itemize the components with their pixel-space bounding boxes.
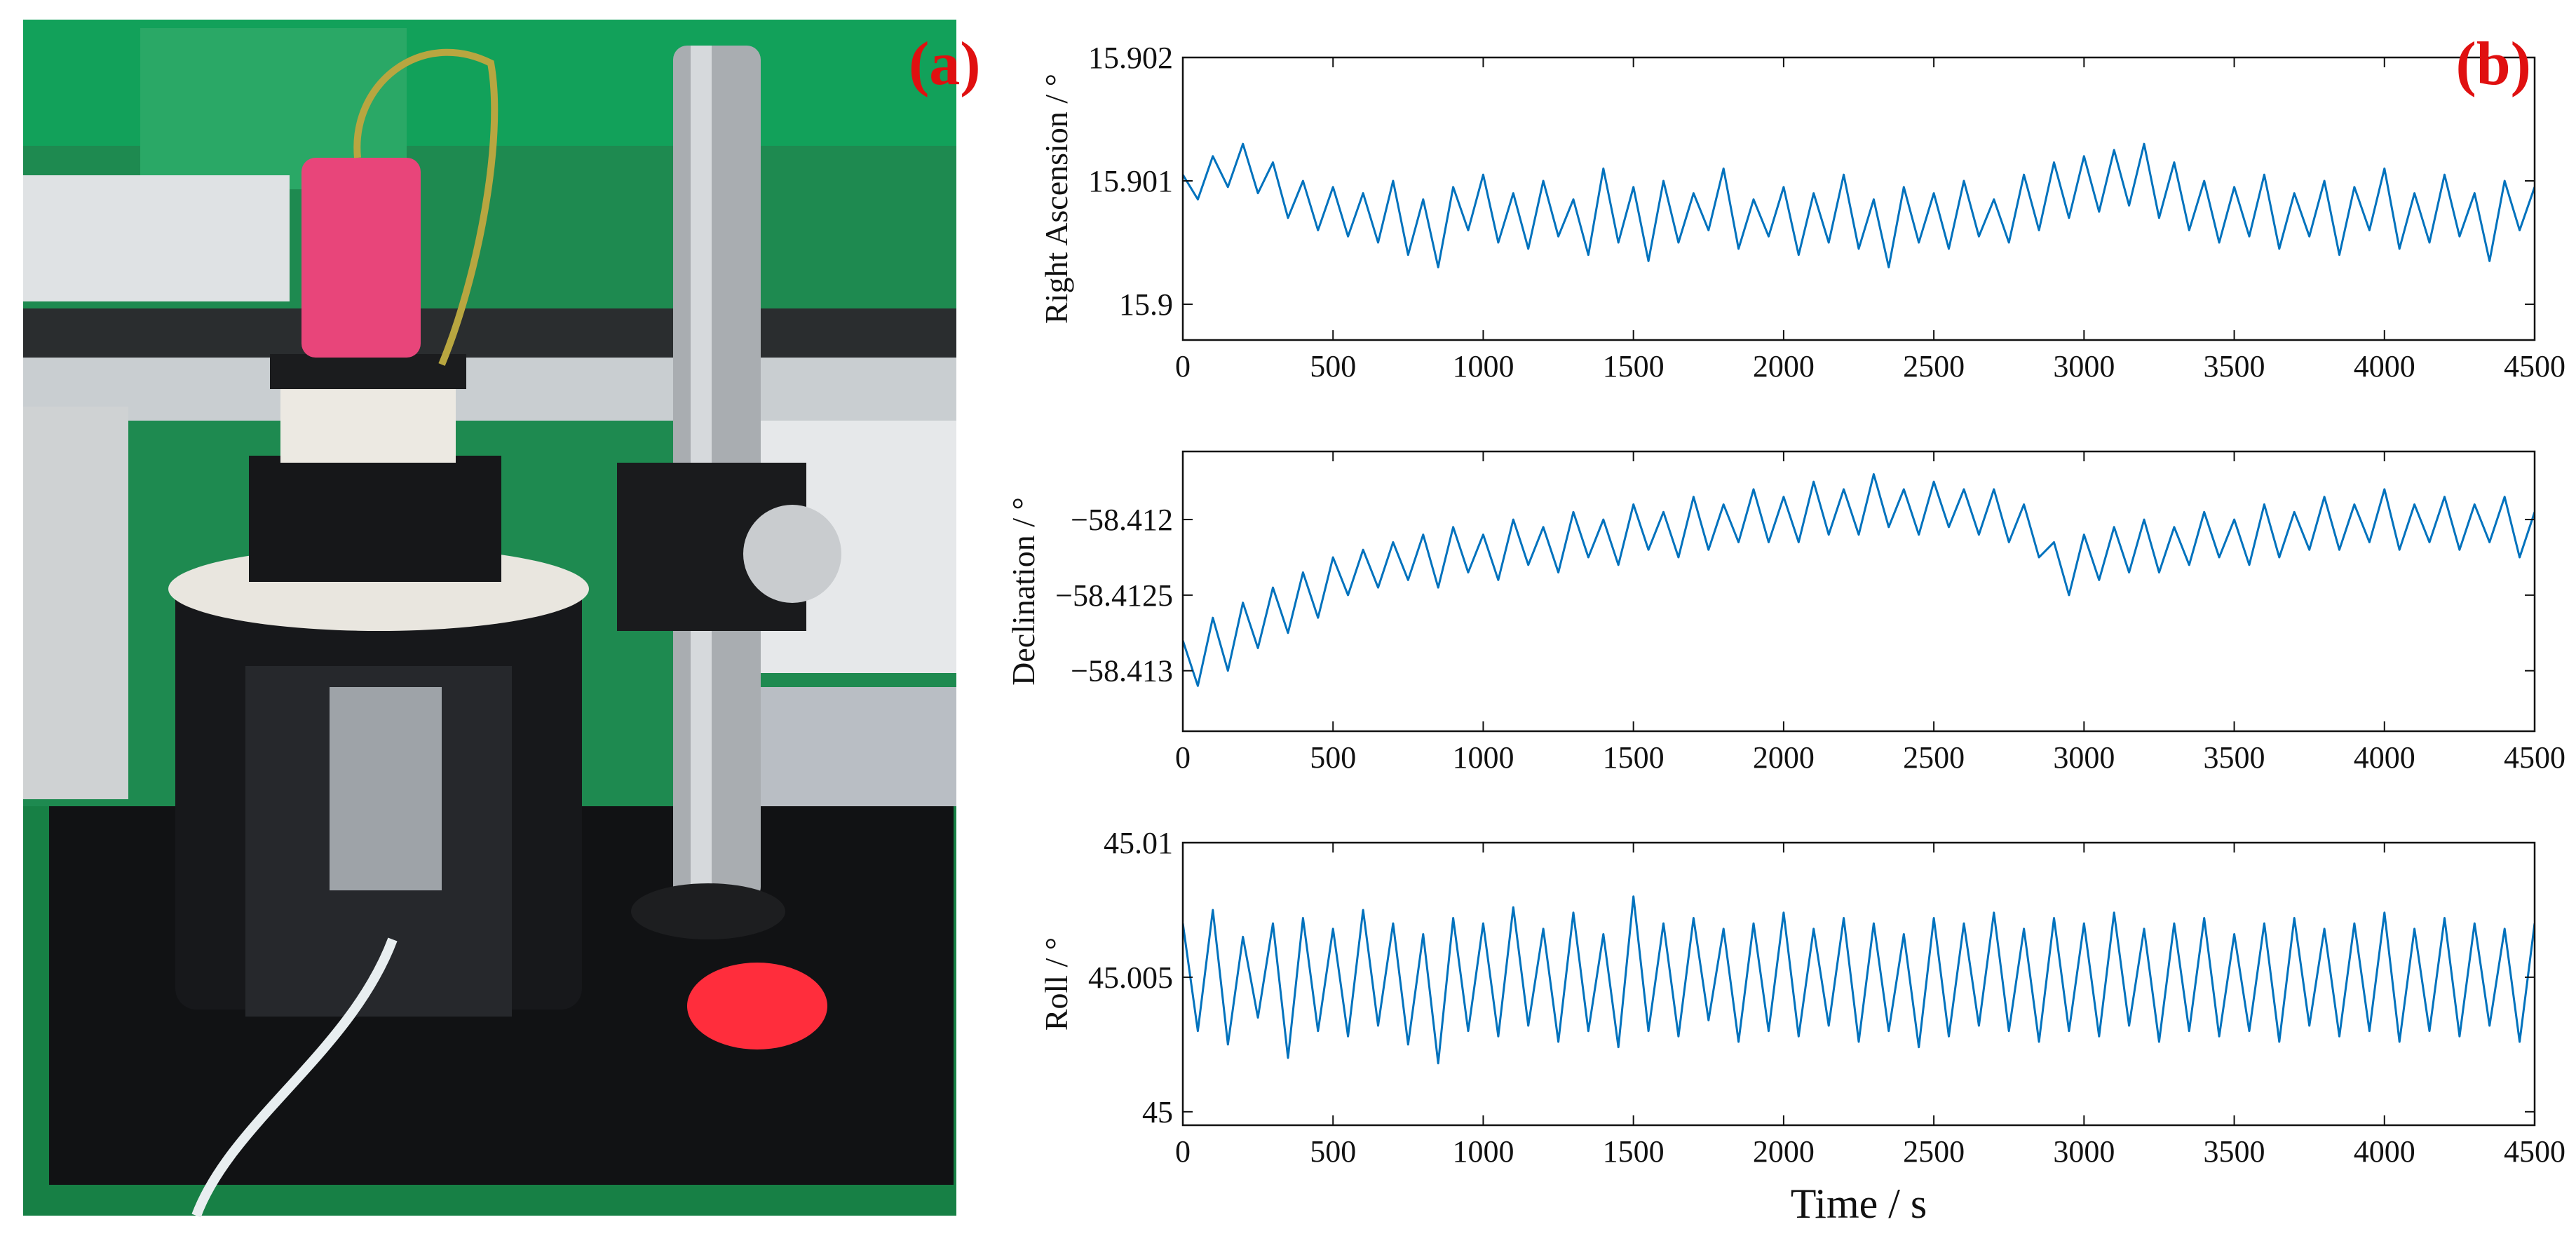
instrument-box — [23, 407, 128, 799]
x-tick-label: 500 — [1310, 349, 1356, 383]
y-tick-label: 15.902 — [1088, 41, 1173, 75]
y-tick-label: 45.005 — [1088, 960, 1173, 995]
axes-frame — [1181, 450, 2536, 733]
x-tick-label: 4000 — [2354, 740, 2415, 775]
y-axis-label: Right Ascension / ° — [1038, 74, 1074, 324]
x-tick-label: 2000 — [1753, 349, 1815, 383]
charts: 0 500 1000 1500 2000 2500 3000 3500 4000 450015.9… — [1005, 30, 2565, 1227]
y-axis-label: Roll / ° — [1038, 937, 1074, 1031]
x-tick-label: 3500 — [2204, 740, 2265, 775]
shelf — [23, 308, 956, 358]
axes-frame — [1181, 841, 2536, 1127]
pole-foot — [631, 883, 785, 939]
y-tick-label: −58.413 — [1071, 654, 1173, 688]
plot-area — [1183, 142, 2535, 269]
shelf-edge — [23, 358, 956, 421]
data-line — [1183, 473, 2535, 687]
baffle — [301, 158, 421, 358]
x-tick-label: 1000 — [1452, 349, 1514, 383]
x-tick-label: 1500 — [1603, 349, 1665, 383]
photo: (a) — [23, 20, 981, 1218]
lens-cap — [687, 963, 827, 1049]
plot-area — [1183, 895, 2535, 1065]
x-tick-label: 500 — [1310, 740, 1356, 775]
data-line — [1183, 895, 2535, 1065]
y-tick-label: 45 — [1142, 1095, 1173, 1129]
x-tick-label: 2000 — [1753, 1134, 1815, 1169]
y-tick-label: 15.9 — [1119, 287, 1173, 322]
x-tick-label: 3000 — [2053, 740, 2115, 775]
lens — [330, 687, 442, 890]
x-tick-label: 4500 — [2504, 349, 2565, 383]
x-tick-label: 0 — [1175, 349, 1191, 383]
data-line — [1183, 142, 2535, 269]
y-tick-label: 15.901 — [1088, 164, 1173, 198]
x-tick-label: 4000 — [2354, 1134, 2415, 1169]
x-tick-label: 3000 — [2053, 349, 2115, 383]
axes-frame — [1181, 56, 2536, 341]
y-axis-label: Declination / ° — [1005, 497, 1041, 686]
x-tick-label: 2500 — [1903, 1134, 1965, 1169]
x-tick-label: 2500 — [1903, 349, 1965, 383]
panel-label: (a) — [909, 30, 981, 98]
x-tick-label: 3000 — [2053, 1134, 2115, 1169]
x-tick-label: 500 — [1310, 1134, 1356, 1169]
x-tick-label: 4500 — [2504, 1134, 2565, 1169]
clamp — [249, 456, 501, 582]
x-tick-label: 4500 — [2504, 740, 2565, 775]
usb-cable — [191, 937, 398, 1218]
x-tick-label: 2000 — [1753, 740, 1815, 775]
sensor-ring — [270, 354, 466, 389]
x-tick-label: 0 — [1175, 1134, 1191, 1169]
x-tick-label: 2500 — [1903, 740, 1965, 775]
x-tick-label: 3500 — [2204, 349, 2265, 383]
panel-label: (b) — [2455, 30, 2531, 98]
x-tick-label: 1500 — [1603, 1134, 1665, 1169]
x-tick-label: 1500 — [1603, 740, 1665, 775]
cable — [353, 48, 499, 366]
plot-area — [1183, 473, 2535, 687]
x-tick-label: 1000 — [1452, 740, 1514, 775]
x-tick-label: 1000 — [1452, 1134, 1514, 1169]
y-tick-label: −58.412 — [1071, 503, 1173, 537]
y-tick-label: −58.4125 — [1055, 578, 1173, 613]
x-tick-label: 4000 — [2354, 349, 2415, 383]
x-tick-label: 0 — [1175, 740, 1191, 775]
x-axis-label: Time / s — [1791, 1181, 1927, 1227]
y-tick-label: 45.01 — [1104, 826, 1173, 860]
knob — [743, 505, 841, 603]
x-tick-label: 3500 — [2204, 1134, 2265, 1169]
papers — [23, 175, 290, 301]
